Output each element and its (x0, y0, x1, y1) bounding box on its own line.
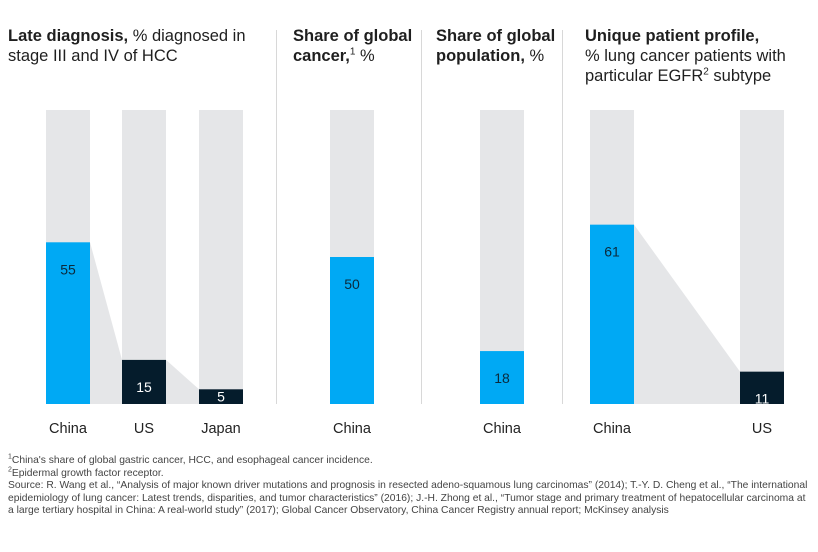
category-label: US (752, 421, 772, 437)
bar-china (590, 224, 634, 404)
data-label: 50 (344, 276, 360, 292)
panel-title-share-cancer: Share of global cancer,1 % (293, 26, 418, 66)
title-tail: subtype (708, 67, 772, 85)
bar-connector (634, 224, 740, 404)
bar-track (740, 110, 784, 404)
footnote-marker: 2 (703, 66, 709, 78)
data-label: 55 (60, 261, 76, 277)
title-rest: % (524, 47, 545, 65)
category-label: China (49, 421, 88, 437)
bar-track (122, 110, 166, 404)
footnotes: 1China's share of global gastric cancer,… (8, 453, 813, 518)
title-bold: Unique patient profile, (585, 27, 760, 45)
panel-title-share-population: Share of global population, % (436, 26, 561, 66)
footnote-1: 1China's share of global gastric cancer,… (8, 453, 813, 468)
source-note: Source: R. Wang et al., “Analysis of maj… (8, 480, 808, 517)
category-label: China (593, 421, 632, 437)
footnote-marker: 1 (8, 453, 12, 461)
bar-china (330, 257, 374, 404)
bar-china (46, 242, 90, 404)
bar-us (740, 371, 784, 404)
footnote-text: China's share of global gastric cancer, … (11, 455, 373, 466)
bar-japan (199, 389, 243, 404)
title-bold: Late diagnosis, (8, 27, 129, 45)
data-label: 5 (217, 389, 225, 405)
data-label: 15 (136, 379, 152, 395)
title-rest: % (355, 47, 375, 65)
footnote-text: Epidermal growth factor receptor. (11, 467, 164, 479)
bar-charts: 55 China 15 US 5 Japan 50 China 18 China 61 China 11… (46, 110, 784, 437)
panel-divider (562, 30, 563, 404)
title-rest: % lung cancer patients with particular E… (585, 47, 786, 85)
panel-divider (276, 30, 277, 404)
bar-connector (90, 242, 122, 404)
data-label: 18 (494, 370, 510, 386)
title-bold: Share of global population, (436, 27, 556, 65)
bar-track (199, 110, 243, 404)
data-label: 61 (604, 244, 620, 260)
bar-china (480, 351, 524, 404)
bar-connector (166, 359, 199, 404)
category-label: Japan (201, 421, 241, 437)
data-label: 11 (755, 391, 770, 407)
footnote-marker: 2 (8, 466, 12, 474)
footnote-2: 2Epidermal growth factor receptor. (8, 466, 813, 481)
title-rest: % diagnosed in stage III and IV of HCC (8, 27, 246, 65)
panel-title-patient-profile: Unique patient profile, % lung cancer pat… (585, 26, 815, 86)
footnote-marker: 1 (349, 46, 356, 58)
panel-title-late-diagnosis: Late diagnosis, % diagnosed in stage III… (8, 26, 248, 66)
category-label: China (333, 421, 372, 437)
category-label: US (134, 421, 154, 437)
title-bold: Share of global cancer, (293, 27, 413, 65)
panel-divider (421, 30, 422, 404)
bar-us (122, 359, 166, 404)
category-label: China (483, 421, 522, 437)
